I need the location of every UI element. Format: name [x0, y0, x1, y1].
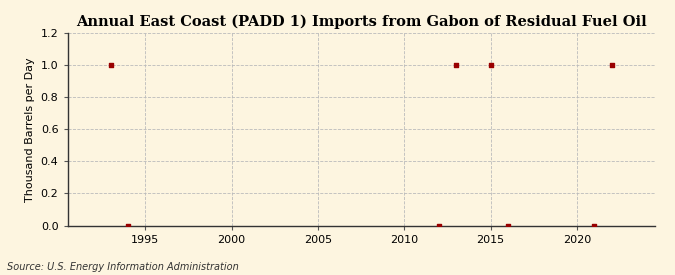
Point [123, 223, 134, 228]
Point [606, 63, 617, 67]
Text: Source: U.S. Energy Information Administration: Source: U.S. Energy Information Administ… [7, 262, 238, 272]
Point [433, 223, 444, 228]
Point [589, 223, 599, 228]
Y-axis label: Thousand Barrels per Day: Thousand Barrels per Day [25, 57, 35, 202]
Title: Annual East Coast (PADD 1) Imports from Gabon of Residual Fuel Oil: Annual East Coast (PADD 1) Imports from … [76, 15, 647, 29]
Point [502, 223, 513, 228]
Point [105, 63, 116, 67]
Point [485, 63, 496, 67]
Point [451, 63, 462, 67]
